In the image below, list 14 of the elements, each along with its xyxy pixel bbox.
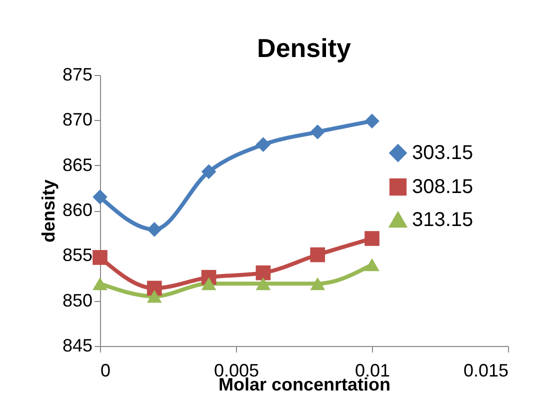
y-tick-label: 860	[62, 200, 92, 220]
x-tick-label: 0	[100, 360, 111, 380]
legend-label: 303.15	[412, 142, 474, 164]
y-tick-label: 850	[62, 290, 92, 310]
y-tick-label: 875	[62, 64, 92, 84]
legend-label: 308.15	[412, 176, 474, 198]
legend-label: 313.15	[412, 209, 474, 231]
y-tick-label: 845	[62, 336, 92, 356]
chart-title: Density	[257, 33, 352, 63]
y-tick-label: 855	[62, 245, 92, 266]
y-axis-title: density	[38, 179, 58, 243]
y-tick-label: 865	[62, 154, 92, 175]
x-tick-label: 0.015	[463, 360, 508, 380]
y-tick-label: 870	[62, 110, 92, 130]
